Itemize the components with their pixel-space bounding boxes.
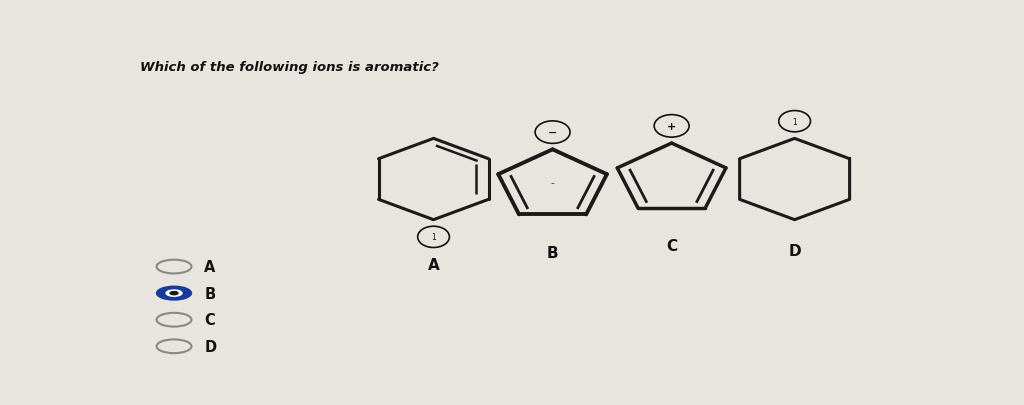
Circle shape [170,292,178,295]
Text: C: C [204,312,215,327]
Text: B: B [204,286,215,301]
Text: D: D [204,339,216,354]
Circle shape [166,290,182,296]
Text: −: − [548,128,557,138]
Text: 1: 1 [431,233,436,242]
Text: D: D [788,243,801,258]
Text: +: + [667,122,676,132]
Text: Which of the following ions is aromatic?: Which of the following ions is aromatic? [140,61,438,74]
Text: A: A [428,258,439,273]
Circle shape [157,287,191,300]
Text: A: A [204,260,216,274]
Text: B: B [547,245,558,260]
Text: C: C [666,239,677,254]
Text: –: – [551,178,555,187]
Text: 1: 1 [793,117,797,126]
